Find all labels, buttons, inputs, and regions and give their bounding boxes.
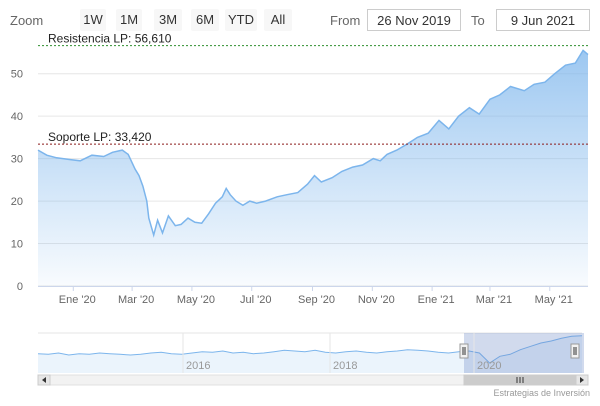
y-tick-label: 40 <box>11 111 23 123</box>
y-tick-label: 30 <box>11 154 23 166</box>
y-tick-label: 50 <box>11 69 23 81</box>
navigator-left-handle[interactable] <box>460 344 468 358</box>
x-tick-label: Mar '21 <box>476 294 512 306</box>
navigator-year-label: 2020 <box>477 360 501 372</box>
resistance-label: Resistencia LP: 56,610 <box>48 32 172 46</box>
y-tick-label: 10 <box>11 239 23 251</box>
y-tick-label: 20 <box>11 196 23 208</box>
x-tick-label: Sep '20 <box>298 294 335 306</box>
y-tick-label: 0 <box>17 281 23 293</box>
price-area <box>38 50 588 286</box>
x-tick-label: Ene '20 <box>59 294 96 306</box>
navigator-right-handle[interactable] <box>571 344 579 358</box>
navigator-year-label: 2016 <box>186 360 210 372</box>
x-tick-label: May '20 <box>177 294 215 306</box>
navigator-year-label: 2018 <box>333 360 357 372</box>
x-tick-label: May '21 <box>535 294 573 306</box>
support-label: Soporte LP: 33,420 <box>48 130 152 144</box>
credit-text: Estrategias de Inversión <box>493 388 590 398</box>
x-tick-label: Mar '20 <box>118 294 154 306</box>
x-tick-label: Nov '20 <box>358 294 395 306</box>
x-tick-label: Ene '21 <box>418 294 455 306</box>
x-tick-label: Jul '20 <box>240 294 271 306</box>
